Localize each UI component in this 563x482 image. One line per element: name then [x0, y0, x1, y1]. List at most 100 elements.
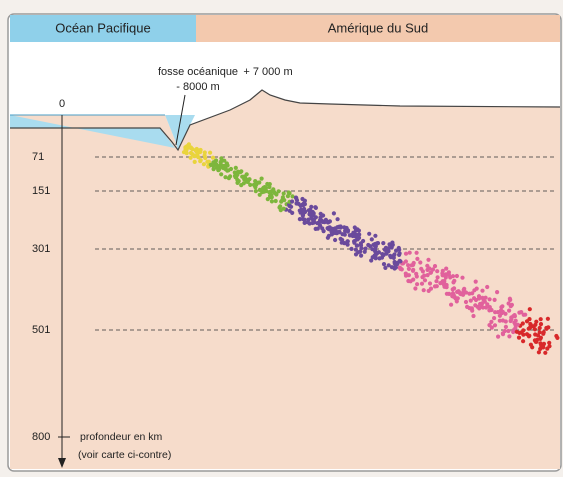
hypocentre — [512, 320, 517, 325]
hypocentre — [422, 278, 428, 283]
hypocentre — [508, 318, 513, 324]
hypocentre — [533, 322, 538, 327]
hypocentre — [372, 242, 377, 247]
hypocentre — [444, 266, 449, 271]
depth-label: 151 — [32, 185, 50, 197]
hypocentre — [492, 323, 498, 328]
hypocentre — [390, 240, 395, 245]
hypocentre — [461, 292, 466, 297]
hypocentre — [438, 281, 443, 286]
hypocentre — [381, 252, 386, 258]
hypocentre — [421, 288, 426, 293]
hypocentre — [473, 297, 479, 303]
hypocentre — [507, 334, 512, 339]
hypocentre — [515, 322, 520, 327]
hypocentre — [500, 332, 506, 337]
hypocentre — [300, 213, 305, 218]
hypocentre — [528, 321, 533, 327]
hypocentre — [202, 153, 207, 158]
hypocentre — [363, 246, 368, 251]
hypocentre — [398, 259, 403, 264]
hypocentre — [308, 207, 313, 212]
hypocentre — [343, 228, 348, 234]
hypocentre — [462, 286, 467, 291]
hypocentre — [425, 263, 430, 268]
hypocentre — [251, 182, 256, 187]
hypocentre — [319, 218, 325, 223]
crust — [10, 90, 560, 469]
hypocentre — [432, 264, 438, 269]
hypocentre — [331, 211, 336, 216]
hypocentre — [457, 290, 462, 295]
hypocentre — [469, 306, 474, 311]
hypocentre — [414, 271, 419, 276]
hypocentre — [539, 343, 544, 348]
hypocentre — [545, 346, 550, 351]
hypocentre — [414, 250, 419, 255]
hypocentre — [219, 159, 224, 164]
hypocentre — [353, 247, 358, 252]
hypocentre — [205, 159, 210, 164]
hypocentre — [520, 321, 525, 326]
hypocentre — [449, 302, 454, 307]
hypocentre — [318, 215, 323, 220]
hypocentre — [262, 189, 267, 194]
hypocentre — [208, 150, 213, 155]
hypocentre — [327, 219, 332, 224]
depth-label: 800 — [32, 431, 50, 443]
hypocentre — [301, 203, 306, 208]
hypocentre — [533, 332, 538, 337]
hypocentre — [506, 301, 511, 306]
hypocentre — [507, 308, 512, 313]
hypocentre — [477, 306, 482, 311]
hypocentre — [443, 275, 448, 280]
hypocentre — [534, 339, 539, 344]
hypocentre — [434, 279, 439, 284]
hypocentre — [403, 251, 409, 256]
hypocentre — [233, 174, 238, 179]
hypocentre — [342, 232, 347, 237]
hypocentre — [411, 262, 416, 267]
hypocentre — [223, 175, 228, 180]
hypocentre — [315, 221, 320, 226]
hypocentre — [280, 197, 285, 202]
hypocentre — [192, 159, 197, 164]
hypocentre — [198, 158, 203, 163]
hypocentre — [352, 225, 357, 230]
hypocentre — [415, 282, 420, 287]
header-continent — [196, 15, 560, 42]
hypocentre — [276, 189, 281, 194]
hypocentre — [403, 273, 409, 278]
hypocentre — [497, 313, 502, 318]
hypocentre — [293, 195, 299, 200]
hypocentre — [487, 323, 492, 328]
hypocentre — [500, 309, 505, 314]
hypocentre — [281, 191, 286, 196]
hypocentre — [338, 236, 343, 241]
hypocentre — [495, 290, 500, 295]
hypocentre — [465, 304, 470, 309]
hypocentre — [455, 296, 460, 301]
hypocentre — [210, 155, 216, 160]
trench-label: fosse océanique — [158, 66, 238, 78]
hypocentre — [386, 249, 391, 254]
hypocentre — [311, 217, 317, 222]
axis-label: profondeur en km — [80, 431, 163, 443]
hypocentre — [397, 252, 402, 257]
hypocentre — [425, 273, 430, 278]
hypocentre — [521, 339, 526, 344]
hypocentre — [403, 259, 408, 264]
hypocentre — [219, 156, 224, 161]
hypocentre — [532, 327, 538, 332]
hypocentre — [381, 262, 387, 267]
hypocentre — [373, 253, 378, 258]
hypocentre — [484, 305, 489, 310]
hypocentre — [392, 265, 397, 270]
hypocentre — [418, 260, 423, 265]
hypocentre — [352, 239, 357, 244]
hypocentre — [544, 326, 549, 331]
hypocentre — [211, 167, 216, 172]
hypocentre — [215, 164, 220, 169]
hypocentre — [496, 334, 501, 339]
